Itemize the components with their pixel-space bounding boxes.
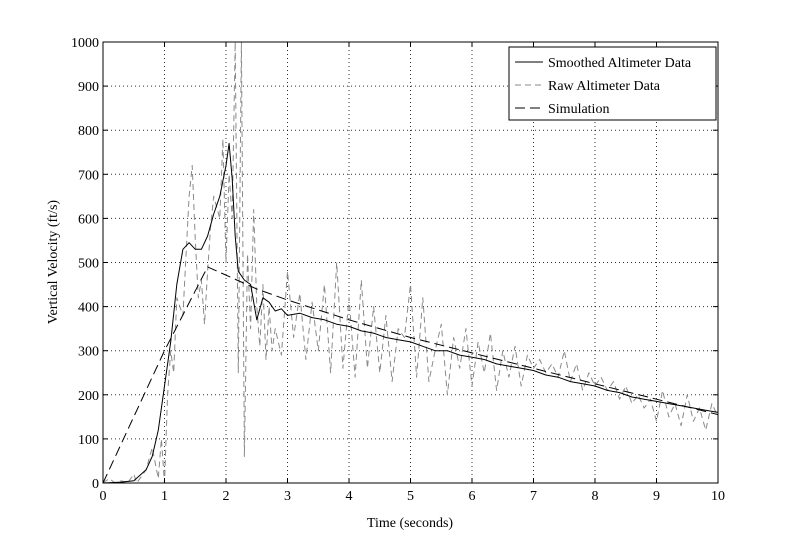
x-tick-label: 7	[530, 489, 537, 504]
legend: Smoothed Altimeter Data Raw Altimeter Da…	[508, 46, 717, 121]
y-tick-label: 600	[78, 212, 99, 227]
ticks: 0 1 2 3 4 5 6 7 8 9 100100200300400500600700800900…	[71, 36, 725, 504]
y-tick-label: 100	[78, 433, 99, 448]
x-tick-label: 8	[592, 489, 599, 504]
y-tick-label: 1000	[71, 36, 99, 51]
y-tick-label: 500	[78, 257, 99, 272]
y-tick-label: 0	[92, 477, 99, 492]
x-tick-label: 1	[161, 489, 168, 504]
series-line-simulation	[102, 266, 719, 484]
x-tick-label: 0	[100, 489, 107, 504]
y-tick-label: 800	[78, 124, 99, 139]
x-tick-label: 3	[284, 489, 291, 504]
y-axis-title: Vertical Velocity (ft/s)	[46, 200, 61, 324]
legend-box	[508, 46, 717, 121]
legend-label-smoothed: Smoothed Altimeter Data	[548, 56, 692, 71]
x-axis-title: Time (seconds)	[367, 516, 454, 531]
x-tick-label: 6	[469, 489, 476, 504]
series-line-raw-altimeter-data	[102, 41, 719, 484]
x-tick-label: 9	[653, 489, 660, 504]
legend-label-raw: Raw Altimeter Data	[548, 79, 661, 94]
y-tick-label: 400	[78, 301, 99, 316]
y-tick-label: 900	[78, 80, 99, 95]
series-layer	[102, 41, 719, 484]
series-line-smoothed-altimeter-data	[102, 142, 719, 484]
x-tick-label: 2	[223, 489, 230, 504]
y-tick-label: 700	[78, 168, 99, 183]
legend-label-simulation: Simulation	[548, 102, 609, 117]
y-tick-label: 300	[78, 345, 99, 360]
x-tick-label: 5	[407, 489, 414, 504]
y-tick-label: 200	[78, 389, 99, 404]
x-tick-label: 10	[711, 489, 725, 504]
x-tick-label: 4	[346, 489, 353, 504]
